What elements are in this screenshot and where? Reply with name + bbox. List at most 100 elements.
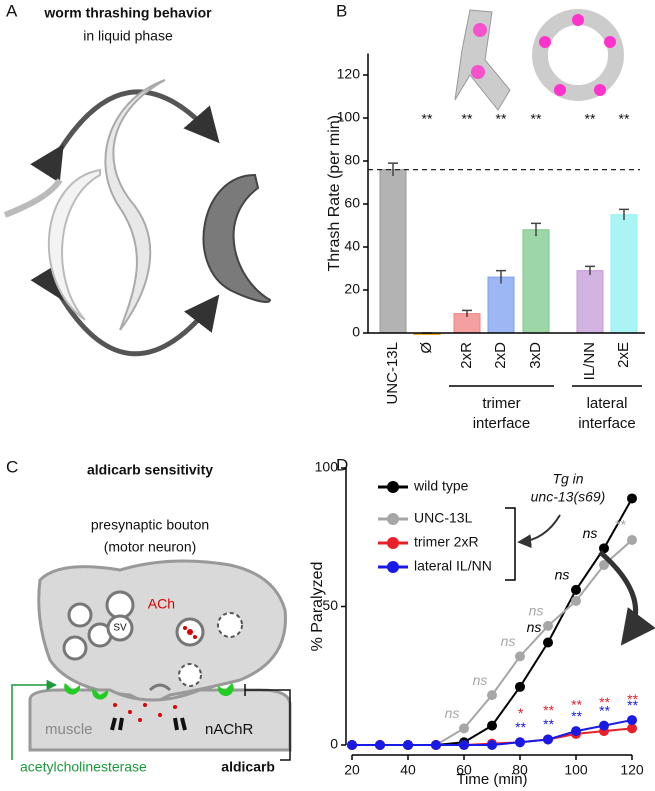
label: acetylcholinesterase — [20, 759, 147, 775]
panel-subtitle: in liquid phase — [83, 28, 173, 44]
data-point — [571, 584, 581, 595]
point-label: ** — [627, 691, 638, 707]
point-label: ** — [627, 697, 638, 713]
point-label: ns — [501, 633, 516, 649]
data-point — [515, 681, 525, 692]
x-tick-label: 2xD — [492, 342, 509, 369]
x-tick-label: 120 — [620, 762, 644, 778]
bar — [379, 169, 407, 334]
x-tick-label: 3xD — [527, 342, 544, 369]
structure-icons — [454, 9, 624, 111]
group-label: trimer — [482, 395, 520, 412]
x-tick-label: UNC-13L — [384, 342, 401, 405]
point-label: ** — [571, 708, 582, 724]
point-label: ns — [445, 705, 460, 721]
worm-tail — [3, 178, 63, 218]
data-point — [599, 559, 609, 570]
data-point — [375, 740, 385, 750]
significance: ** — [531, 111, 542, 127]
data-point — [487, 740, 497, 750]
annotation: Tg in — [552, 471, 583, 487]
data-point — [627, 493, 637, 504]
data-point — [459, 740, 469, 750]
data-point — [403, 740, 413, 750]
y-tick-label: 40 — [344, 238, 360, 254]
data-point — [543, 620, 553, 631]
x-tick-label: IL/NN — [581, 342, 598, 380]
significance: ** — [462, 111, 473, 127]
arrow — [517, 514, 561, 549]
y-axis-label: % Paralyzed — [309, 562, 326, 652]
x-tick-label: 2xE — [615, 342, 632, 368]
legend-label: trimer 2xR — [414, 534, 479, 550]
bar — [610, 214, 638, 334]
data-point — [459, 723, 469, 734]
point-label: ** — [515, 719, 526, 735]
legend-marker — [387, 561, 399, 573]
point-label: ns — [473, 672, 488, 688]
point-label: * — [517, 705, 523, 721]
y-tick-label: 0 — [352, 324, 360, 340]
significance: ** — [585, 111, 596, 127]
point-label: ** — [599, 694, 610, 710]
label: presynaptic bouton — [91, 517, 209, 533]
x-axis-label: Time (min) — [456, 771, 527, 788]
legend-marker — [387, 513, 399, 525]
y-tick-label: 50 — [322, 597, 338, 613]
y-tick-label: 60 — [344, 195, 360, 211]
data-point — [543, 637, 553, 648]
muscle-cell — [28, 688, 292, 752]
x-tick-label: 40 — [400, 762, 416, 778]
legend-label: wild type — [413, 478, 469, 494]
data-point — [571, 595, 581, 606]
label: muscle — [45, 721, 93, 738]
x-tick-label: 100 — [564, 762, 588, 778]
point-label: ns — [555, 567, 570, 583]
worm — [104, 79, 166, 331]
point-label: ** — [599, 702, 610, 718]
panel-title: aldicarb sensitivity — [87, 462, 213, 478]
x-tick-label: Ø — [418, 342, 435, 354]
bar — [576, 270, 604, 334]
group-label: interface — [473, 415, 531, 432]
data-point — [487, 720, 497, 731]
significance: ** — [496, 111, 507, 127]
data-point — [515, 737, 525, 748]
point-label: ns — [527, 619, 542, 635]
group-label: interface — [578, 415, 636, 432]
panel-letter: A — [6, 1, 18, 20]
arrow — [598, 550, 655, 646]
y-tick-label: 120 — [337, 66, 361, 82]
y-tick-label: 100 — [315, 459, 339, 475]
group-label: lateral — [587, 395, 628, 412]
panel-letter: C — [6, 457, 18, 476]
data-point — [431, 740, 441, 750]
panel-a: A worm thrashing behavior in liquid phas… — [3, 1, 272, 357]
bar — [487, 276, 515, 334]
data-point — [599, 720, 609, 731]
arrow — [30, 261, 220, 357]
panel-letter: D — [336, 455, 348, 474]
annotation: unc-13(s69) — [531, 489, 606, 505]
label: ACh — [148, 596, 175, 612]
x-tick-label: 60 — [456, 762, 472, 778]
worm — [202, 173, 272, 303]
y-tick-label: 100 — [337, 109, 361, 125]
label: nAChR — [205, 721, 254, 738]
bracket — [505, 507, 516, 581]
arrow — [30, 89, 220, 184]
y-axis-label: Thrash Rate (per min) — [326, 115, 343, 272]
label: (motor neuron) — [104, 539, 197, 555]
panel-c: C aldicarb sensitivity presynaptic bouto… — [6, 457, 292, 775]
worm — [47, 168, 101, 321]
legend-marker — [387, 537, 399, 549]
x-tick-label: 2xR — [458, 342, 475, 369]
y-tick-label: 20 — [344, 281, 360, 297]
data-point — [627, 535, 637, 546]
legend-label: UNC-13L — [414, 510, 473, 526]
data-point — [347, 740, 357, 750]
data-point — [487, 690, 497, 701]
x-tick-label: 20 — [344, 762, 360, 778]
significance: ** — [422, 111, 433, 127]
